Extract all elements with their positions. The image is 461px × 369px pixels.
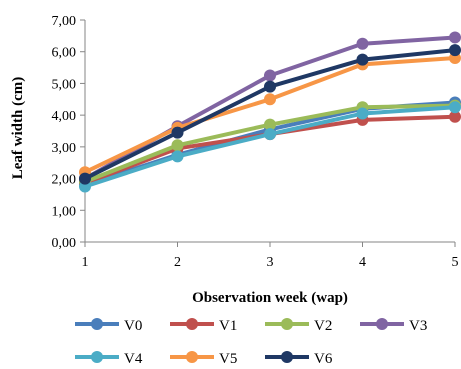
legend: V0 V1 V2 V3 V4 V5 V6 bbox=[75, 318, 427, 367]
x-axis-title: Observation week (wap) bbox=[192, 290, 348, 306]
x-tick-label: 1 bbox=[82, 255, 89, 270]
data-point bbox=[449, 44, 461, 57]
y-tick-label: 5,00 bbox=[52, 77, 77, 92]
data-point bbox=[264, 69, 276, 82]
legend-label: V1 bbox=[219, 318, 237, 334]
x-tick-label: 3 bbox=[267, 255, 274, 270]
data-point bbox=[171, 139, 184, 152]
data-point bbox=[449, 110, 461, 123]
legend-item-v3: V3 bbox=[360, 318, 427, 334]
data-point bbox=[264, 118, 276, 131]
legend-label: V0 bbox=[124, 318, 142, 334]
data-point bbox=[449, 31, 461, 44]
legend-swatch-marker bbox=[186, 318, 198, 330]
legend-item-v4: V4 bbox=[75, 351, 143, 367]
x-tick-label: 2 bbox=[174, 255, 181, 270]
legend-swatch-marker bbox=[186, 351, 198, 363]
legend-item-v5: V5 bbox=[170, 351, 237, 367]
legend-swatch-marker bbox=[91, 351, 103, 363]
legend-swatch-marker bbox=[281, 318, 293, 330]
legend-item-v0: V0 bbox=[75, 318, 142, 334]
y-tick-label: 1,00 bbox=[52, 204, 77, 219]
data-point bbox=[356, 37, 369, 50]
y-tick-label: 7,00 bbox=[52, 14, 77, 29]
x-tick-label: 5 bbox=[452, 255, 459, 270]
x-tick-label: 4 bbox=[359, 255, 366, 270]
series-v6 bbox=[79, 44, 461, 185]
y-tick-label: 3,00 bbox=[52, 141, 77, 156]
data-point bbox=[79, 172, 91, 185]
legend-item-v1: V1 bbox=[170, 318, 237, 334]
data-point bbox=[171, 150, 184, 163]
data-point bbox=[356, 107, 369, 120]
legend-swatch-marker bbox=[281, 351, 293, 363]
y-tick-label: 6,00 bbox=[52, 46, 77, 61]
legend-label: V6 bbox=[314, 351, 333, 367]
y-axis: 0,00 1,00 2,00 3,00 4,00 5,00 6,00 7,00 bbox=[52, 14, 86, 251]
legend-label: V4 bbox=[124, 351, 143, 367]
data-point bbox=[264, 93, 276, 106]
legend-swatch-marker bbox=[376, 318, 388, 330]
legend-label: V5 bbox=[219, 351, 237, 367]
x-axis: 1 2 3 4 5 bbox=[82, 241, 459, 270]
legend-swatch-marker bbox=[91, 318, 103, 330]
series-lines bbox=[79, 31, 461, 193]
data-point bbox=[449, 101, 461, 114]
legend-item-v2: V2 bbox=[265, 318, 332, 334]
data-point bbox=[264, 128, 276, 141]
data-point bbox=[171, 126, 184, 139]
y-tick-label: 0,00 bbox=[52, 236, 77, 251]
data-point bbox=[356, 53, 369, 66]
y-tick-label: 2,00 bbox=[52, 173, 77, 188]
legend-label: V2 bbox=[314, 318, 332, 334]
series-v2 bbox=[79, 99, 461, 188]
y-tick-label: 4,00 bbox=[52, 109, 77, 124]
legend-label: V3 bbox=[409, 318, 427, 334]
y-axis-title: Leaf width (cm) bbox=[10, 77, 26, 179]
legend-item-v6: V6 bbox=[265, 351, 333, 367]
data-point bbox=[264, 80, 276, 93]
